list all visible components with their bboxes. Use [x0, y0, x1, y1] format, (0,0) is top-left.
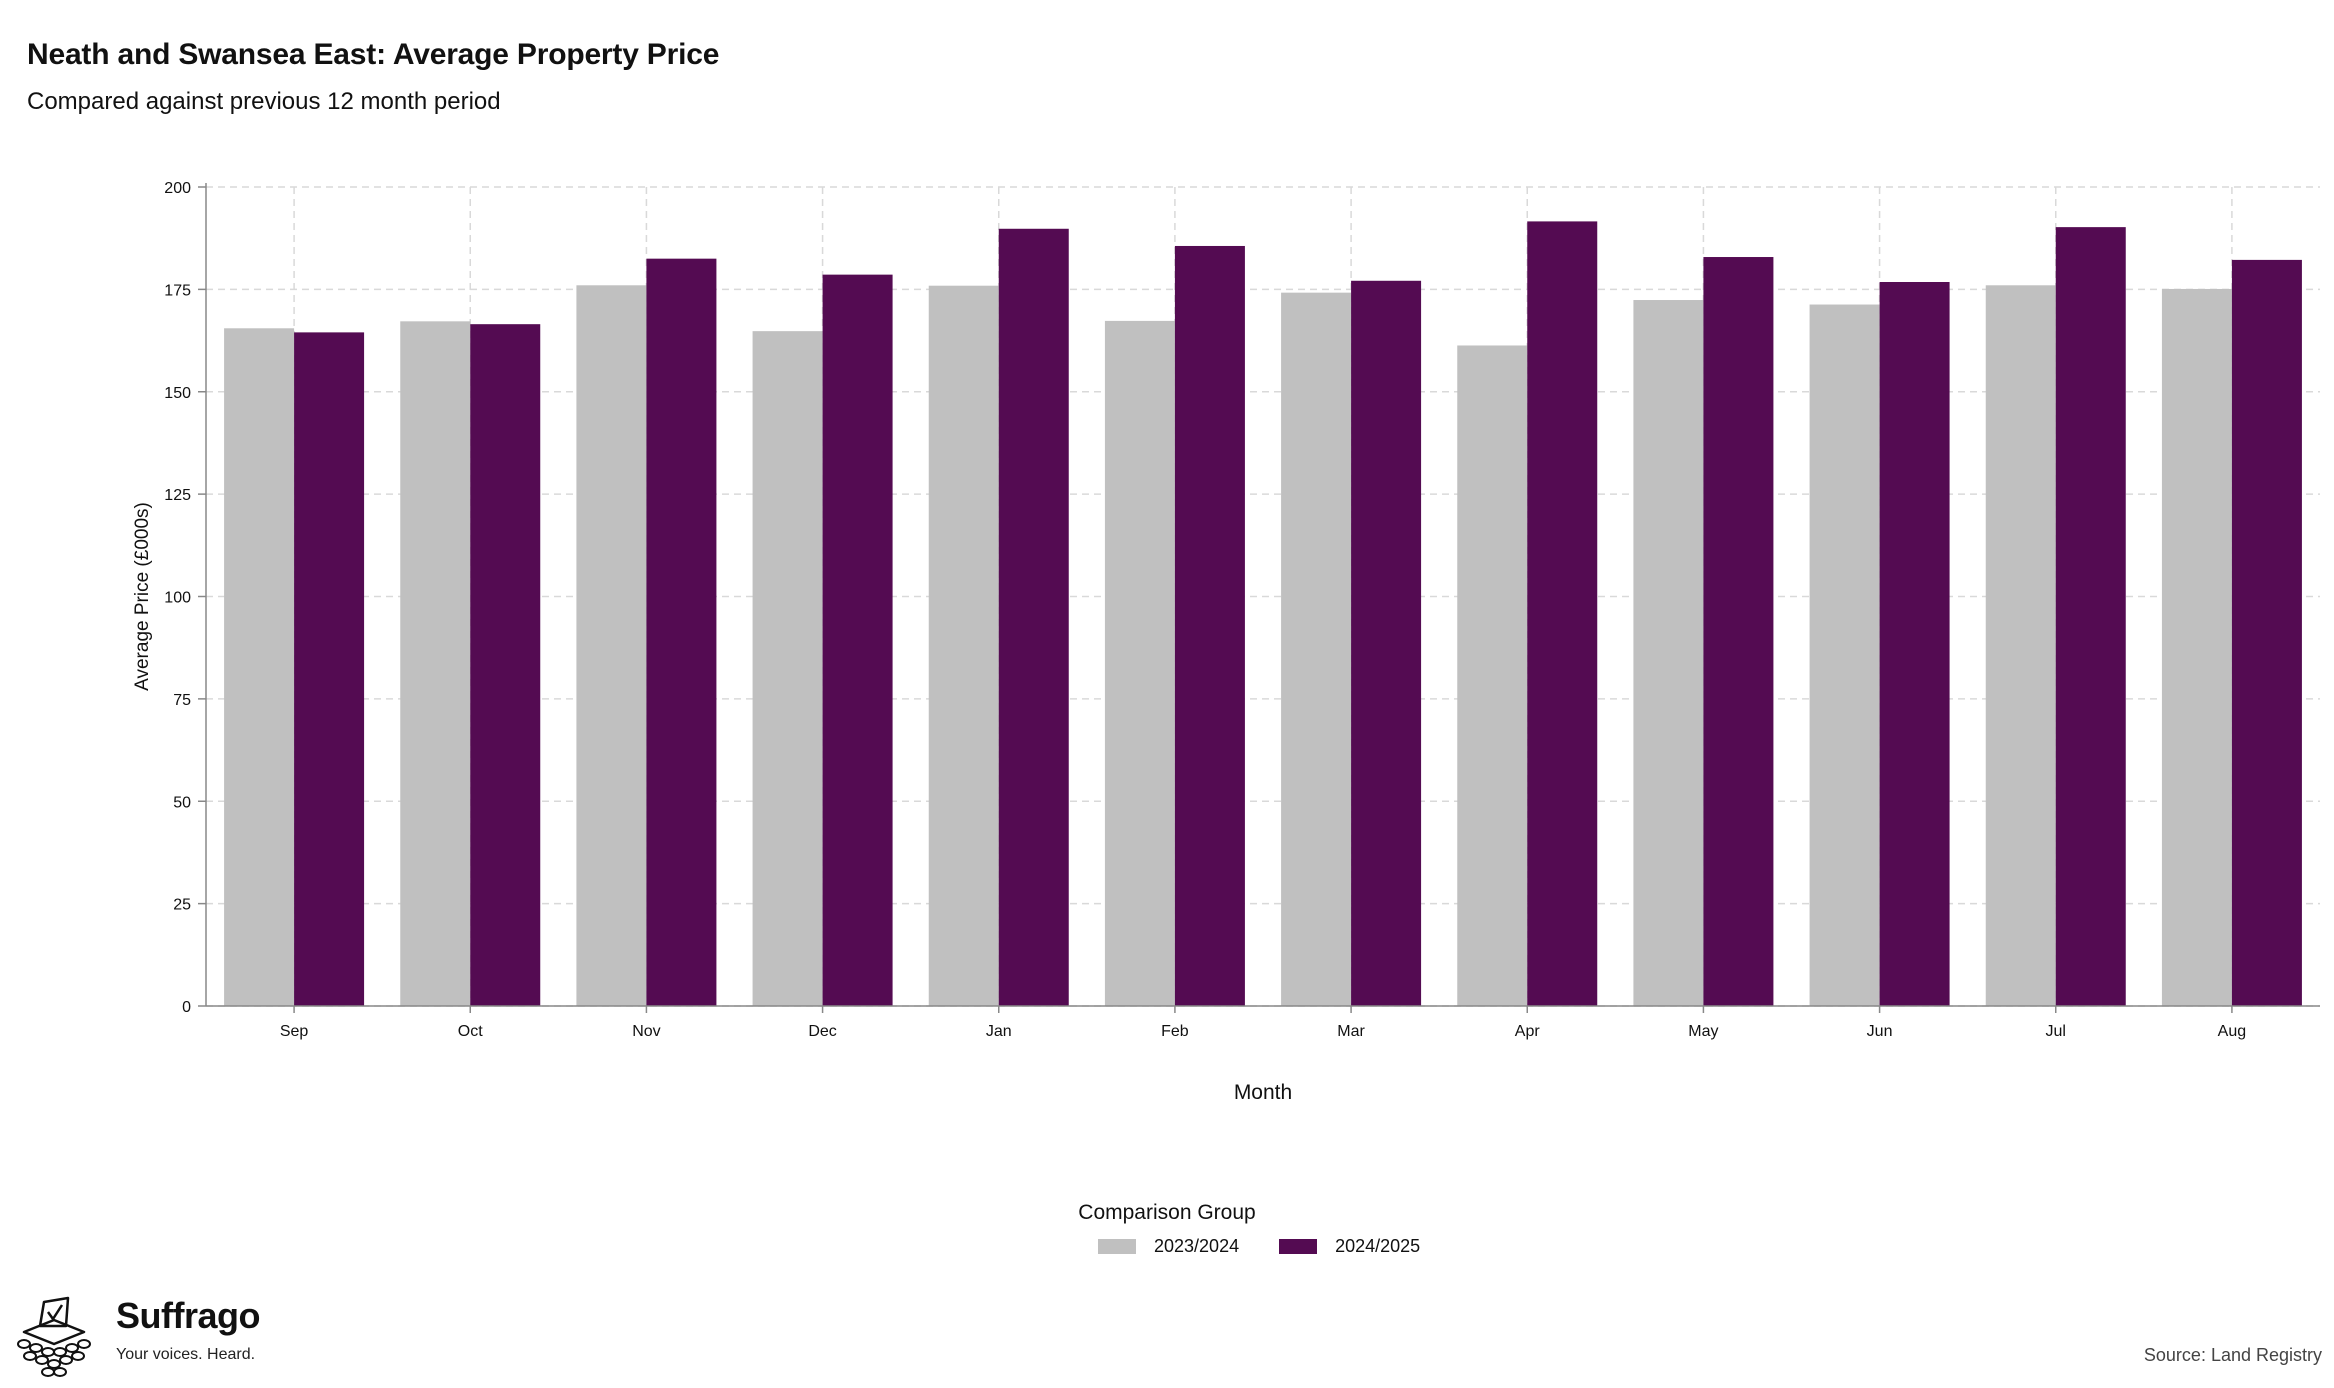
- legend-swatch: [1098, 1239, 1136, 1254]
- bar-2024-2025-oct: [470, 324, 541, 1006]
- y-tick-label: 75: [173, 692, 191, 709]
- x-tick-label: May: [1688, 1023, 1718, 1040]
- y-tick-label: 100: [164, 590, 191, 607]
- y-tick-label: 175: [164, 282, 191, 299]
- legend: 2023/2024 2024/2025: [1098, 1236, 1420, 1257]
- bar-2023-2024-feb: [1104, 320, 1175, 1006]
- bar-2024-2025-jul: [2055, 227, 2126, 1007]
- bar-2024-2025-feb: [1174, 245, 1245, 1006]
- y-tick-label: 125: [164, 487, 191, 504]
- chart-subtitle: Compared against previous 12 month perio…: [27, 88, 501, 115]
- x-tick-label: Jan: [986, 1023, 1012, 1040]
- legend-title: Comparison Group: [1078, 1201, 1256, 1224]
- bar-2023-2024-apr: [1457, 345, 1528, 1006]
- bar-chart: 0 25 50 75 100 125 150 175 200 Sep Oct Nov Dec Jan Feb…: [132, 180, 2320, 1104]
- x-tick-label: Sep: [280, 1023, 309, 1040]
- bar-2023-2024-jan: [928, 285, 999, 1006]
- x-tick-label: Nov: [632, 1023, 660, 1040]
- x-tick-label: Aug: [2218, 1023, 2246, 1040]
- bar-2023-2024-jul: [1985, 285, 2056, 1006]
- bar-2024-2025-may: [1703, 257, 1774, 1006]
- legend-label: 2024/2025: [1335, 1236, 1421, 1256]
- legend-swatch: [1279, 1239, 1318, 1254]
- bar-2024-2025-mar: [1351, 280, 1422, 1006]
- x-tick-label: Jul: [2046, 1023, 2066, 1040]
- y-tick-label: 150: [164, 385, 191, 402]
- y-tick-label: 50: [173, 794, 191, 811]
- y-tick-label: 200: [164, 180, 191, 197]
- x-tick-label: Mar: [1337, 1023, 1365, 1040]
- x-tick-label: Jun: [1867, 1023, 1893, 1040]
- bar-2023-2024-aug: [2161, 288, 2232, 1006]
- x-tick-label: Feb: [1161, 1023, 1189, 1040]
- y-tick-label: 0: [182, 999, 191, 1016]
- bar-2023-2024-may: [1633, 300, 1704, 1007]
- bar-2023-2024-dec: [752, 331, 823, 1006]
- ballot-box-icon: [17, 1296, 91, 1377]
- x-tick-label: Oct: [458, 1023, 483, 1040]
- bar-2024-2025-jun: [1879, 282, 1950, 1006]
- bar-2024-2025-apr: [1527, 221, 1598, 1006]
- x-axis-label: Month: [1234, 1081, 1292, 1104]
- bar-2023-2024-nov: [576, 285, 647, 1006]
- y-tick-label: 25: [173, 897, 191, 914]
- bar-2023-2024-mar: [1281, 292, 1352, 1006]
- chart-title: Neath and Swansea East: Average Property…: [27, 38, 720, 71]
- bar-2024-2025-sep: [294, 332, 365, 1006]
- bar-2023-2024-jun: [1809, 304, 1880, 1006]
- x-tick-label: Apr: [1515, 1023, 1541, 1040]
- bar-2024-2025-nov: [646, 258, 717, 1007]
- bar-2024-2025-jan: [998, 228, 1069, 1007]
- bar-2023-2024-oct: [400, 321, 471, 1006]
- legend-item-series-1: 2023/2024: [1098, 1236, 1239, 1257]
- x-tick-label: Dec: [808, 1023, 836, 1040]
- source-note: Source: Land Registry: [2143, 1345, 2322, 1365]
- brand-tagline: Your voices. Heard.: [116, 1346, 256, 1363]
- suffrago-logo: Suffrago Your voices. Heard.: [14, 1295, 261, 1380]
- bar-2023-2024-sep: [224, 328, 295, 1007]
- bar-2024-2025-dec: [822, 274, 893, 1006]
- y-axis-label: Average Price (£000s): [132, 502, 153, 691]
- legend-item-series-2: 2024/2025: [1279, 1236, 1420, 1257]
- legend-label: 2023/2024: [1154, 1236, 1240, 1256]
- brand-name: Suffrago: [116, 1295, 261, 1336]
- bar-2024-2025-aug: [2231, 259, 2302, 1006]
